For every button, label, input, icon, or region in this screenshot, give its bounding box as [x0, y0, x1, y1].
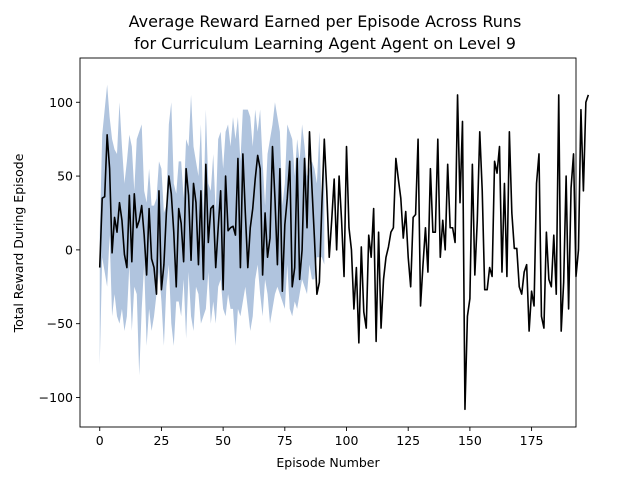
x-tick-label: 150 [458, 433, 482, 448]
y-axis-label: Total Reward During Episode [11, 153, 26, 333]
y-tick-label: 0 [65, 242, 73, 257]
y-tick-label: 50 [57, 169, 73, 184]
x-tick-label: 0 [96, 433, 104, 448]
y-tick-label: −100 [39, 390, 73, 405]
x-tick-label: 175 [520, 433, 544, 448]
chart-title-line-1: Average Reward Earned per Episode Across… [129, 12, 522, 31]
x-tick-label: 125 [396, 433, 420, 448]
x-tick-label: 50 [215, 433, 231, 448]
plot-area [98, 84, 590, 411]
axes-frame [79, 57, 577, 428]
y-tick-label: 100 [49, 95, 73, 110]
x-tick-label: 25 [153, 433, 169, 448]
x-axis-label: Episode Number [276, 455, 380, 470]
axes: 0 25 50 75 100 125 150 175 −100 −50 0 50 100 [39, 57, 577, 448]
y-tick-label: −50 [47, 316, 73, 331]
std-band [99, 84, 325, 376]
x-tick-label: 100 [335, 433, 359, 448]
x-tick-label: 75 [277, 433, 293, 448]
chart-title-line-2: for Curriculum Learning Agent Agent on L… [134, 34, 516, 53]
mean-reward-line [98, 94, 590, 411]
